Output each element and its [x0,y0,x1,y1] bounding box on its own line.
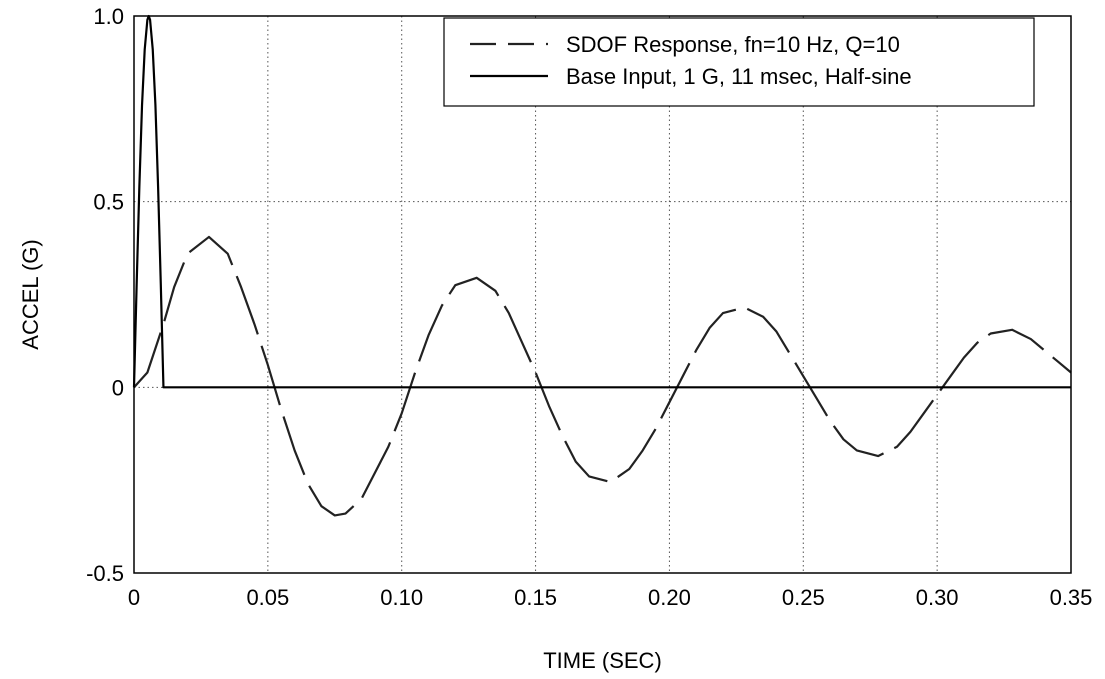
tick-labels: 0 0.05 0.10 0.15 0.20 0.25 0.30 0.35-0.500.51.0 [86,4,1092,610]
x-tick-label: 0.20 [648,585,691,610]
series-layer [132,14,1072,517]
y-tick-label: 1.0 [93,4,124,29]
x-tick-label: 0.25 [782,585,825,610]
y-axis-label: ACCEL (G) [18,239,43,349]
y-tick-label: -0.5 [86,561,124,586]
y-tick-label: 0.5 [93,190,124,215]
x-tick-label: 0.35 [1050,585,1093,610]
legend: SDOF Response, fn=10 Hz, Q=10 Base Input… [443,17,1035,107]
x-tick-label: 0.10 [380,585,423,610]
x-tick-label: 0.30 [916,585,959,610]
legend-box [443,17,1035,107]
x-tick-label: 0.15 [514,585,557,610]
series-line-1 [132,14,1071,389]
x-tick-label: 0 [128,585,140,610]
plot-frame [133,15,1072,574]
y-tick-label: 0 [112,375,124,400]
x-tick-label: 0.05 [246,585,289,610]
legend-label-base-input: Base Input, 1 G, 11 msec, Half-sine [566,64,912,89]
series-line-0 [133,235,1072,517]
x-axis-label: TIME (SEC) [543,648,662,673]
legend-label-sdof-response: SDOF Response, fn=10 Hz, Q=10 [566,32,900,57]
